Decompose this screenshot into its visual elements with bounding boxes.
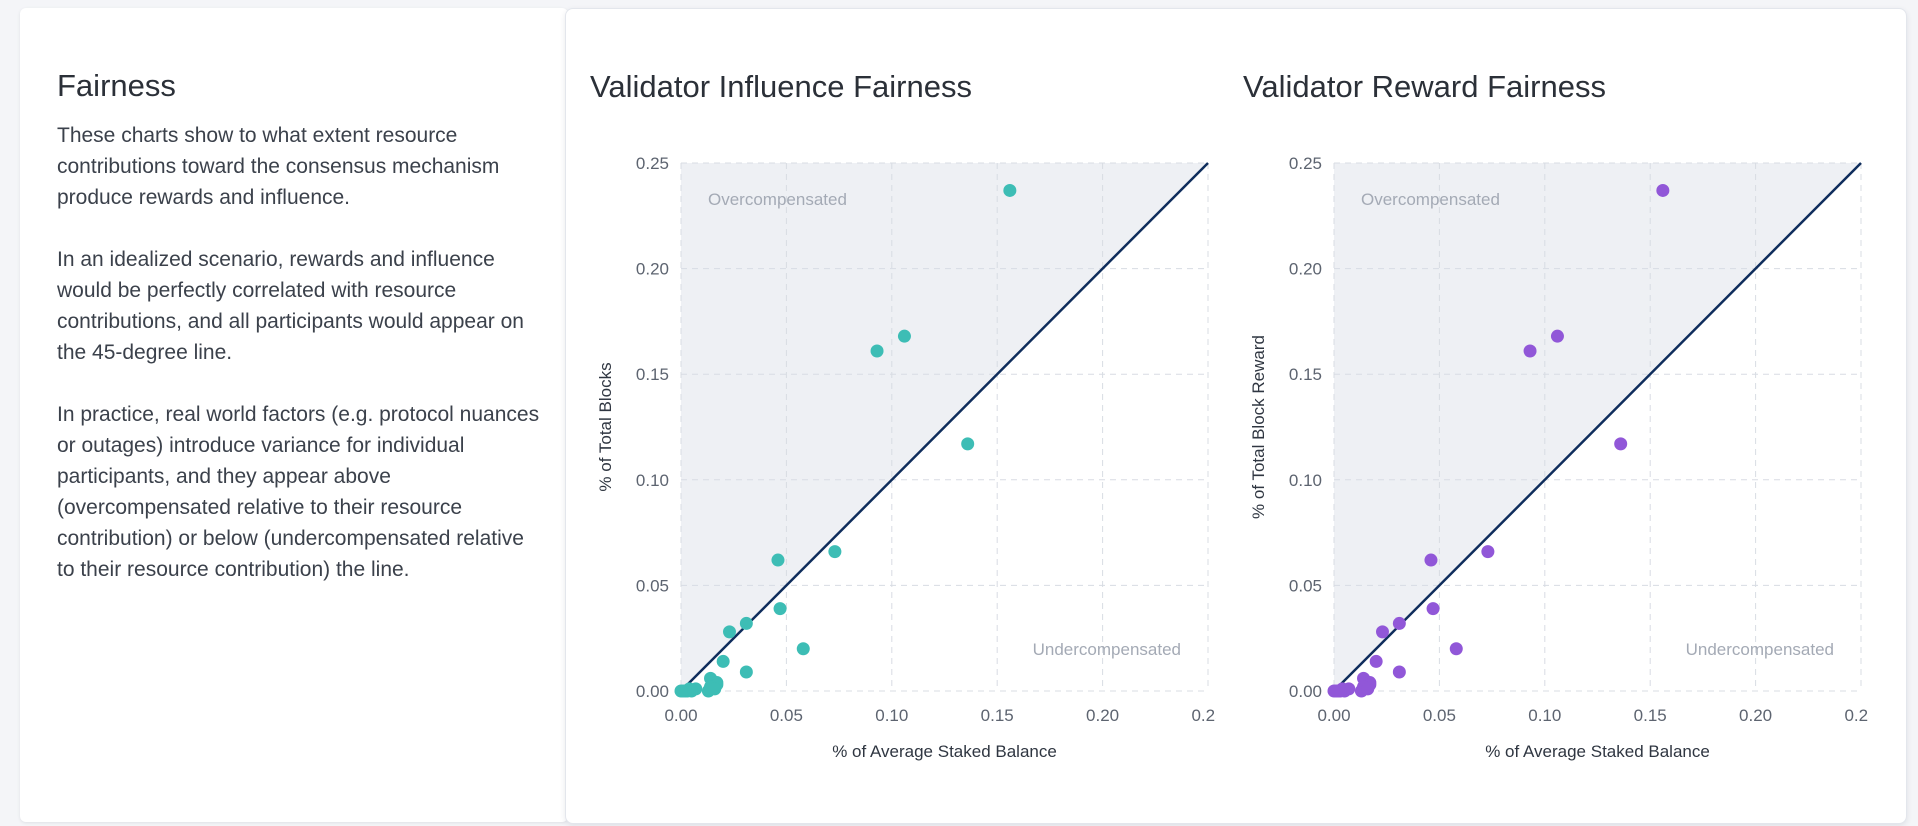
data-point <box>796 642 810 656</box>
data-point <box>1003 183 1017 197</box>
x-tick-label: 0.25 <box>1844 706 1869 725</box>
x-tick-label: 0.00 <box>664 706 697 725</box>
x-tick-label: 0.05 <box>770 706 803 725</box>
data-point <box>961 437 975 451</box>
y-tick-label: 0.20 <box>1289 260 1322 279</box>
data-point <box>1369 654 1383 668</box>
y-axis-label: % of Total Blocks <box>596 362 615 491</box>
data-point <box>722 625 736 639</box>
x-tick-label: 0.20 <box>1086 706 1119 725</box>
data-point <box>739 665 753 679</box>
y-tick-label: 0.25 <box>1289 154 1322 173</box>
y-tick-label: 0.00 <box>636 682 669 701</box>
fairness-description-card: Fairness These charts show to what exten… <box>20 8 568 822</box>
undercompensated-label: Undercompensated <box>1686 640 1834 659</box>
x-tick-label: 0.15 <box>1634 706 1667 725</box>
reward-chart-title: Validator Reward Fairness <box>1243 69 1606 104</box>
x-axis-label: % of Average Staked Balance <box>1485 742 1710 761</box>
y-tick-label: 0.00 <box>1289 682 1322 701</box>
data-point <box>1614 437 1628 451</box>
x-tick-label: 0.20 <box>1739 706 1772 725</box>
charts-card: Validator Influence Fairness Validator R… <box>565 8 1907 824</box>
data-point <box>828 545 842 559</box>
data-point <box>1361 682 1375 696</box>
data-point <box>708 682 722 696</box>
y-tick-label: 0.15 <box>1289 365 1322 384</box>
data-point <box>739 616 753 630</box>
y-tick-label: 0.15 <box>636 365 669 384</box>
y-tick-label: 0.05 <box>636 576 669 595</box>
data-point <box>1392 616 1406 630</box>
description-paragraph: In an idealized scenario, rewards and in… <box>57 248 524 364</box>
data-point <box>771 553 785 567</box>
data-point <box>1327 684 1341 698</box>
parity-line <box>680 162 1209 692</box>
data-point <box>1375 625 1389 639</box>
description-paragraph: These charts show to what extent resourc… <box>57 124 500 209</box>
parity-line <box>1333 162 1862 692</box>
overcompensated-label: Overcompensated <box>1361 190 1500 209</box>
data-point <box>773 602 787 616</box>
influence-fairness-chart: 0.00 0.00 0.05 0.05 0.10 0.10 0.15 0.15 0.20 0.20… <box>596 154 1216 761</box>
data-point <box>1392 665 1406 679</box>
y-tick-label: 0.10 <box>1289 471 1322 490</box>
data-point <box>1550 329 1564 343</box>
description-paragraph: In practice, real world factors (e.g. pr… <box>57 403 540 581</box>
fairness-description: These charts show to what extent resourc… <box>57 120 547 616</box>
data-point <box>1481 545 1495 559</box>
data-point <box>897 329 911 343</box>
data-point <box>1426 602 1440 616</box>
y-tick-label: 0.10 <box>636 471 669 490</box>
y-tick-label: 0.25 <box>636 154 669 173</box>
x-tick-label: 0.15 <box>981 706 1014 725</box>
data-point <box>716 654 730 668</box>
data-point <box>674 684 688 698</box>
overcompensated-label: Overcompensated <box>708 190 847 209</box>
x-tick-label: 0.10 <box>1528 706 1561 725</box>
x-tick-label: 0.10 <box>875 706 908 725</box>
x-tick-label: 0.25 <box>1191 706 1216 725</box>
influence-chart-title: Validator Influence Fairness <box>590 69 972 104</box>
data-point <box>1656 183 1670 197</box>
x-tick-label: 0.05 <box>1423 706 1456 725</box>
fairness-title: Fairness <box>57 68 176 103</box>
data-point <box>870 344 884 358</box>
reward-fairness-chart: 0.00 0.00 0.05 0.05 0.10 0.10 0.15 0.15 0.20 0.20… <box>1249 154 1869 761</box>
data-point <box>1449 642 1463 656</box>
data-point <box>1523 344 1537 358</box>
y-axis-label: % of Total Block Reward <box>1249 335 1268 519</box>
x-axis-label: % of Average Staked Balance <box>832 742 1057 761</box>
y-tick-label: 0.20 <box>636 260 669 279</box>
y-tick-label: 0.05 <box>1289 576 1322 595</box>
undercompensated-label: Undercompensated <box>1033 640 1181 659</box>
x-tick-label: 0.00 <box>1317 706 1350 725</box>
data-point <box>1424 553 1438 567</box>
